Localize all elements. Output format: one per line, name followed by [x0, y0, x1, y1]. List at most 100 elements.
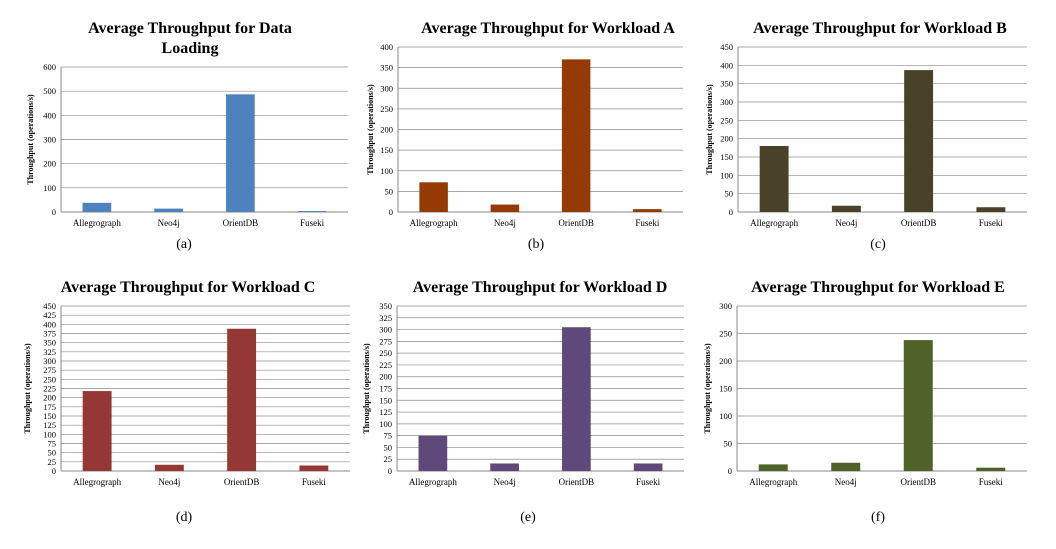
chart-panel-c: 0 50 100 150 200 250 300 350 400 450 Allegrograph N…	[705, 20, 1027, 252]
y-tick-label: 150	[380, 145, 393, 155]
x-tick-label: OrientDB	[901, 477, 937, 487]
x-tick-label: Fuseki	[302, 477, 327, 487]
y-tick-label: 100	[720, 170, 733, 180]
x-tick-label: Neo4j	[158, 477, 180, 487]
y-tick-label: 425	[43, 310, 56, 320]
bar-neo4j	[831, 205, 861, 212]
chart-title: Loading	[162, 40, 219, 57]
y-tick-label: 150	[720, 152, 733, 162]
chart-panel-d: 0255075100125150175200225250275300325350…	[23, 279, 350, 525]
y-tick-label: 350	[43, 338, 56, 348]
subfigure-caption: (e)	[520, 510, 536, 525]
x-tick-label: Allegrograph	[750, 218, 798, 228]
y-tick-label: 25	[384, 454, 393, 464]
subfigure-caption: (b)	[528, 237, 545, 252]
y-tick-label: 325	[43, 347, 56, 357]
y-tick-label: 600	[43, 62, 56, 72]
y-tick-label: 300	[43, 135, 56, 145]
chart-panel-b: 0 50 100 150 200 250 300 350 400 Allegrograph Neo4…	[366, 20, 683, 252]
y-tick-label: 50	[384, 442, 393, 452]
bar-allegrograph	[82, 391, 112, 471]
y-tick-label: 300	[43, 356, 56, 366]
y-tick-label: 300	[379, 325, 392, 335]
y-tick-label: 175	[379, 384, 392, 394]
bar-neo4j	[490, 463, 519, 471]
bar-neo4j	[154, 208, 183, 212]
y-tick-label: 350	[380, 63, 393, 73]
y-tick-label: 450	[720, 42, 733, 52]
y-tick-label: 100	[719, 411, 732, 421]
y-tick-label: 500	[43, 86, 56, 96]
y-tick-label: 325	[379, 313, 392, 323]
y-tick-label: 175	[43, 402, 56, 412]
y-tick-label: 100	[43, 183, 56, 193]
y-tick-label: 100	[380, 166, 393, 176]
y-axis-label: Throughput (operations/s)	[705, 84, 714, 175]
bar-neo4j	[154, 464, 184, 471]
y-tick-label: 150	[379, 395, 392, 405]
y-tick-label: 100	[43, 429, 56, 439]
bar-allegrograph	[82, 202, 112, 212]
bar-allegrograph	[418, 435, 448, 471]
y-tick-label: 100	[379, 419, 392, 429]
chart-panel-f: 0 50 100 150 200 250 300 Allegrograph Neo4j Orien…	[703, 279, 1027, 525]
bar-fuseki	[633, 209, 662, 212]
chart-title: Average Throughput for Workload D	[413, 279, 668, 296]
y-tick-label: 225	[379, 360, 392, 370]
y-tick-label: 75	[48, 439, 57, 449]
x-tick-label: Neo4j	[494, 477, 516, 487]
y-tick-label: 0	[728, 466, 732, 476]
x-tick-label: Fuseki	[636, 477, 661, 487]
bar-fuseki	[633, 463, 663, 471]
chart-panel-a: 0 100 200 300 400 500 600 Allegrograph Neo4j Orie…	[26, 20, 348, 252]
x-tick-label: OrientDB	[901, 218, 937, 228]
y-tick-label: 200	[43, 159, 56, 169]
y-tick-label: 50	[725, 189, 734, 199]
bar-neo4j	[490, 204, 520, 212]
x-tick-label: Fuseki	[300, 218, 325, 228]
subfigure-caption: (d)	[176, 510, 193, 525]
y-tick-label: 50	[48, 448, 57, 458]
bar-allegrograph	[759, 146, 789, 212]
y-tick-label: 200	[379, 372, 392, 382]
y-tick-label: 400	[380, 42, 393, 52]
x-tick-label: Allegrograph	[410, 218, 458, 228]
y-tick-label: 300	[720, 97, 733, 107]
y-tick-label: 200	[720, 134, 733, 144]
y-axis-label: Throughput (operations/s)	[366, 84, 375, 175]
x-tick-label: Allegrograph	[73, 218, 121, 228]
y-tick-label: 375	[43, 329, 56, 339]
y-tick-label: 250	[720, 115, 733, 125]
chart-title: Average Throughput for Workload B	[753, 20, 1007, 37]
y-tick-label: 275	[379, 336, 392, 346]
y-axis-label: Throughput (operations/s)	[362, 343, 371, 434]
y-tick-label: 250	[380, 104, 393, 114]
y-tick-label: 0	[389, 207, 393, 217]
bar-neo4j	[831, 462, 861, 471]
bar-orientdb	[226, 94, 255, 212]
y-tick-label: 200	[380, 125, 393, 135]
x-tick-label: Fuseki	[635, 218, 660, 228]
y-axis-label: Throughput (operations/s)	[26, 94, 35, 185]
x-tick-label: Fuseki	[979, 477, 1004, 487]
x-tick-label: Neo4j	[835, 477, 857, 487]
x-tick-label: Neo4j	[158, 218, 180, 228]
x-tick-label: Fuseki	[979, 218, 1004, 228]
bar-fuseki	[299, 465, 329, 471]
y-tick-label: 150	[719, 384, 732, 394]
y-tick-label: 350	[379, 301, 392, 311]
y-tick-label: 0	[729, 207, 733, 217]
chart-title: Average Throughput for Workload E	[751, 279, 1005, 296]
y-tick-label: 250	[43, 374, 56, 384]
subfigure-caption: (c)	[870, 237, 886, 252]
y-tick-label: 125	[379, 407, 392, 417]
bar-fuseki	[976, 207, 1006, 212]
bar-fuseki	[976, 467, 1006, 471]
y-tick-label: 150	[43, 411, 56, 421]
subfigure-caption: (f)	[871, 510, 885, 525]
bar-orientdb	[904, 70, 934, 212]
x-tick-label: OrientDB	[558, 218, 594, 228]
x-tick-label: OrientDB	[559, 477, 595, 487]
